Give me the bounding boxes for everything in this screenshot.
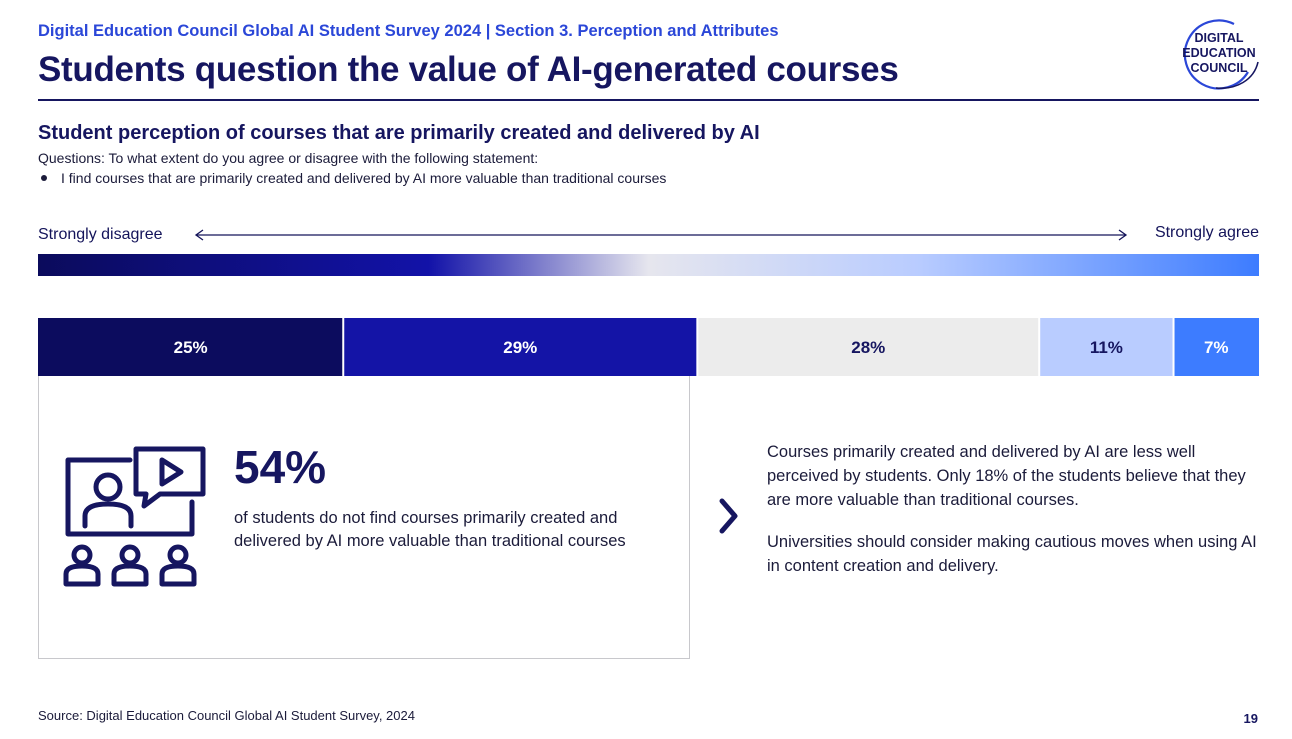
page-number: 19 [1243, 711, 1258, 726]
section-label: Digital Education Council Global AI Stud… [38, 22, 779, 40]
chevron-right-icon [719, 498, 738, 534]
bar-segment-agree [1039, 318, 1174, 376]
bar-segment-strongly-disagree [38, 318, 344, 376]
source-note: Source: Digital Education Council Global… [38, 708, 415, 723]
bar-label-disagree: 29% [503, 338, 537, 357]
logo-line-1: DIGITAL [1194, 31, 1243, 45]
key-stat-description: of students do not find courses primaril… [234, 509, 626, 550]
key-stat: 54% [234, 441, 327, 493]
insight-paragraph-1: Courses primarily created and delivered … [767, 443, 1246, 509]
statement-text: I find courses that are primarily create… [61, 170, 667, 186]
insight-paragraph-2: Universities should consider making caut… [767, 533, 1257, 575]
survey-statement: I find courses that are primarily create… [38, 170, 666, 186]
title-divider [38, 99, 1259, 101]
logo-line-3: COUNCIL [1191, 61, 1248, 75]
bar-segment-neutral [697, 318, 1040, 376]
bar-label-agree: 11% [1090, 338, 1123, 357]
logo-line-2: EDUCATION [1182, 46, 1255, 60]
digital-education-council-logo: DIGITAL EDUCATION COUNCIL [1182, 19, 1259, 90]
bullet-icon [41, 175, 47, 182]
callout-box [38, 376, 690, 659]
scale-right-label: Strongly agree [1154, 224, 1259, 241]
bar-segment-disagree [343, 318, 698, 376]
bar-label-neutral: 28% [851, 338, 885, 357]
scale-left-label: Strongly disagree [38, 226, 163, 243]
double-arrow-icon [194, 229, 1128, 241]
page-title: Students question the value of AI-genera… [38, 50, 899, 89]
online-course-icon [63, 446, 206, 587]
scale-gradient-bar [38, 254, 1259, 276]
bar-label-strongly-disagree: 25% [174, 338, 208, 357]
stacked-bar-chart: 25% 29% 28% 11% 7% [38, 318, 1259, 376]
bar-segment-strongly-agree [1173, 318, 1259, 376]
chart-title: Student perception of courses that are p… [38, 122, 760, 144]
bar-label-strongly-agree: 7% [1204, 338, 1229, 357]
survey-question: Questions: To what extent do you agree o… [38, 150, 539, 166]
